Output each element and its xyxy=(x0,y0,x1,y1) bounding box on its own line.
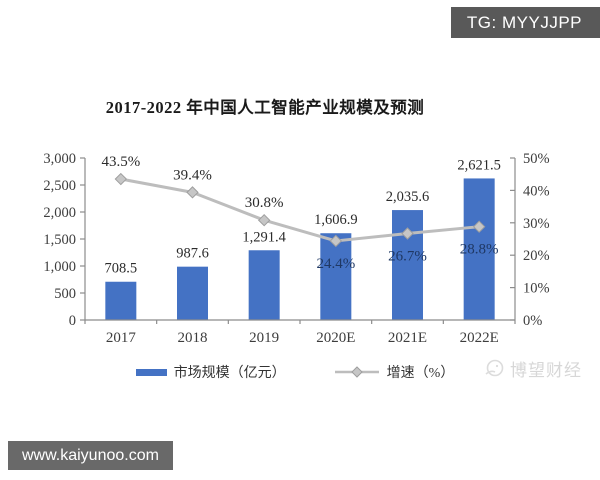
svg-text:50%: 50% xyxy=(523,151,550,167)
website-badge-label: www.kaiyunoo.com xyxy=(22,447,159,464)
svg-text:2022E: 2022E xyxy=(460,330,499,346)
growth-line-series xyxy=(114,172,486,248)
svg-text:500: 500 xyxy=(54,286,76,302)
bowang-logo-icon xyxy=(485,359,504,376)
line-series-swatch xyxy=(334,366,379,378)
telegram-badge: TG: MYYJJPP xyxy=(450,7,600,38)
svg-text:2021E: 2021E xyxy=(388,330,427,346)
svg-text:708.5: 708.5 xyxy=(105,261,138,277)
svg-text:26.7%: 26.7% xyxy=(388,248,427,264)
svg-text:1,291.4: 1,291.4 xyxy=(242,229,286,245)
svg-text:0%: 0% xyxy=(523,313,542,329)
svg-text:2,500: 2,500 xyxy=(43,178,76,194)
svg-text:20%: 20% xyxy=(523,248,550,264)
svg-text:2019: 2019 xyxy=(249,330,279,346)
svg-text:40%: 40% xyxy=(523,183,550,199)
svg-text:3,000: 3,000 xyxy=(43,151,76,167)
svg-text:2,000: 2,000 xyxy=(43,205,76,221)
watermark-label: 博望财经 xyxy=(510,361,582,380)
telegram-badge-label: TG: MYYJJPP xyxy=(466,13,582,32)
axes: 0 500 1,000 1,500 2,000 2,500 3,000 0% 10% 20% 30%… xyxy=(43,151,549,346)
svg-text:1,000: 1,000 xyxy=(43,259,76,275)
data-labels: 708.5 987.6 1,291.4 1,606.9 2,035.6 2,621.5 43… xyxy=(101,154,500,277)
svg-text:28.8%: 28.8% xyxy=(460,242,499,258)
website-badge: www.kaiyunoo.com xyxy=(8,441,173,470)
svg-text:2017: 2017 xyxy=(106,330,137,346)
svg-text:1,606.9: 1,606.9 xyxy=(314,212,358,228)
svg-text:2,035.6: 2,035.6 xyxy=(386,189,430,205)
svg-text:24.4%: 24.4% xyxy=(316,256,355,272)
bar-series-swatch xyxy=(135,368,167,376)
svg-text:0: 0 xyxy=(69,313,76,329)
watermark-bowang: 博望财经 xyxy=(483,356,582,381)
legend-label-growth-rate: 增速（%） xyxy=(386,366,455,381)
chart-legend: 市场规模（亿元） 增速（%） xyxy=(0,360,590,384)
svg-text:1,500: 1,500 xyxy=(43,232,76,248)
legend-item-market-size: 市场规模（亿元） xyxy=(135,362,286,382)
bars-series xyxy=(105,178,495,320)
svg-text:30%: 30% xyxy=(523,216,550,232)
svg-text:2018: 2018 xyxy=(178,330,208,346)
svg-text:39.4%: 39.4% xyxy=(173,167,212,183)
chart-title: 2017-2022 年中国人工智能产业规模及预测 xyxy=(105,98,425,117)
svg-text:30.8%: 30.8% xyxy=(245,195,284,211)
legend-item-growth-rate: 增速（%） xyxy=(334,362,455,382)
svg-text:10%: 10% xyxy=(523,281,550,297)
combo-chart: 0 500 1,000 1,500 2,000 2,500 3,000 0% 10% 20% 30%… xyxy=(43,151,549,346)
svg-text:2,621.5: 2,621.5 xyxy=(457,157,501,173)
legend-label-market-size: 市场规模（亿元） xyxy=(173,366,286,381)
svg-text:987.6: 987.6 xyxy=(176,246,209,262)
svg-text:2020E: 2020E xyxy=(316,330,355,346)
svg-text:43.5%: 43.5% xyxy=(101,154,140,170)
